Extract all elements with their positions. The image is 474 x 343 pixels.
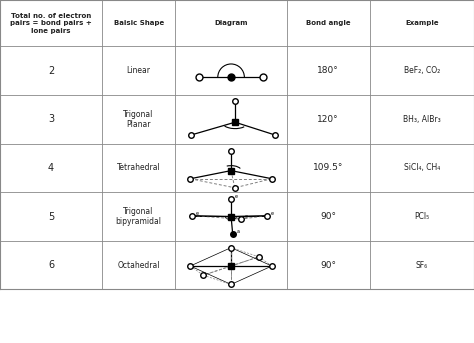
Text: SF₆: SF₆ xyxy=(416,261,428,270)
Text: 109.5°: 109.5° xyxy=(313,163,344,173)
Polygon shape xyxy=(192,216,267,219)
Text: BH₃, AlBr₃: BH₃, AlBr₃ xyxy=(403,115,441,124)
Text: a: a xyxy=(237,229,239,234)
Text: 120°: 120° xyxy=(318,115,339,124)
Text: Bond angle: Bond angle xyxy=(306,20,351,26)
Text: 4: 4 xyxy=(48,163,54,173)
Text: e: e xyxy=(271,211,273,216)
Text: Linear: Linear xyxy=(127,66,151,75)
Text: PCl₅: PCl₅ xyxy=(414,212,429,221)
Text: e: e xyxy=(235,194,238,199)
Text: 3: 3 xyxy=(48,114,54,124)
Text: 90°: 90° xyxy=(320,212,336,221)
Text: Trigonal
Planar: Trigonal Planar xyxy=(123,109,154,129)
Text: Octahedral: Octahedral xyxy=(118,261,160,270)
Text: 6: 6 xyxy=(48,260,54,270)
Text: 180°: 180° xyxy=(318,66,339,75)
Text: e: e xyxy=(196,211,199,216)
Text: 5: 5 xyxy=(48,212,54,222)
Text: e: e xyxy=(245,214,248,219)
Text: Baisic Shape: Baisic Shape xyxy=(113,20,164,26)
Text: Example: Example xyxy=(405,20,438,26)
Text: BeF₂, CO₂: BeF₂, CO₂ xyxy=(404,66,440,75)
Text: 2: 2 xyxy=(48,66,54,75)
Text: Tetrahedral: Tetrahedral xyxy=(117,163,161,173)
Text: Diagram: Diagram xyxy=(214,20,248,26)
Text: SiCl₄, CH₄: SiCl₄, CH₄ xyxy=(404,163,440,173)
Text: Total no. of electron
pairs = bond pairs +
lone pairs: Total no. of electron pairs = bond pairs… xyxy=(10,13,92,34)
Text: Trigonal
bipyramidal: Trigonal bipyramidal xyxy=(116,207,162,226)
Text: 90°: 90° xyxy=(320,261,336,270)
